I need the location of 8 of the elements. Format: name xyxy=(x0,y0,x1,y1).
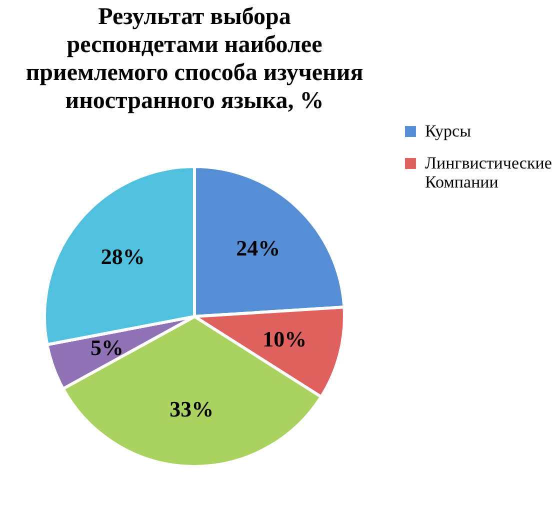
data-label: 28% xyxy=(100,244,145,270)
data-label: 24% xyxy=(236,236,280,261)
legend-label: Лингвистические Компании xyxy=(425,154,552,192)
data-label: 10% xyxy=(262,326,307,352)
data-label: 5% xyxy=(90,335,124,360)
chart-title: Результат выбора респондетами наиболее приемлемого способа изучения иностранного языка, % xyxy=(26,4,364,114)
legend-label: Курсы xyxy=(425,122,472,140)
data-label: 33% xyxy=(170,396,214,422)
